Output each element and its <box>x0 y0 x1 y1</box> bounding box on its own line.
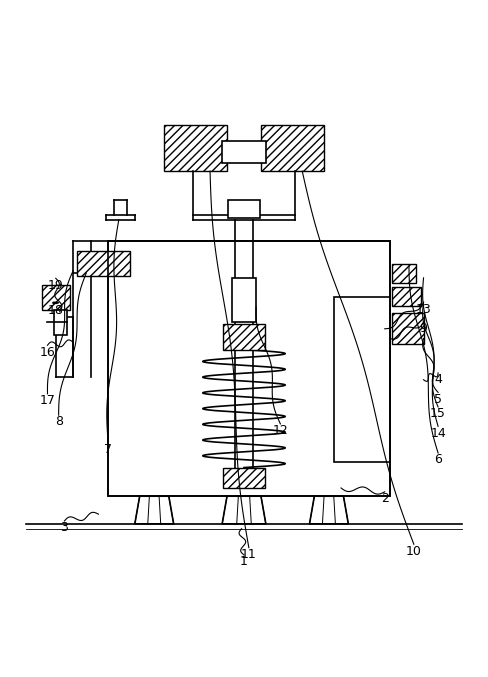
Bar <box>232 278 256 322</box>
Text: 18: 18 <box>48 304 63 317</box>
Text: 16: 16 <box>40 345 55 359</box>
Bar <box>261 125 324 171</box>
Bar <box>41 285 70 310</box>
Text: 19: 19 <box>48 279 63 292</box>
Text: 15: 15 <box>430 407 446 420</box>
Bar <box>223 324 265 349</box>
Text: 14: 14 <box>430 427 446 439</box>
Text: 4: 4 <box>434 373 442 387</box>
Text: 17: 17 <box>40 394 56 407</box>
Text: 11: 11 <box>241 548 257 561</box>
Text: 10: 10 <box>406 544 422 558</box>
Text: 5: 5 <box>434 393 442 406</box>
Text: 9: 9 <box>420 322 427 335</box>
Text: 12: 12 <box>272 424 288 437</box>
Bar <box>392 313 424 345</box>
Bar <box>77 251 130 276</box>
Bar <box>223 468 265 488</box>
Text: 6: 6 <box>434 454 442 466</box>
Text: 2: 2 <box>381 492 388 505</box>
Bar <box>334 297 389 462</box>
Bar <box>164 125 227 171</box>
Bar <box>392 287 421 305</box>
Bar <box>392 264 416 283</box>
Bar <box>108 242 389 496</box>
Bar <box>228 200 260 218</box>
Text: 1: 1 <box>240 555 248 568</box>
Text: 8: 8 <box>55 416 62 429</box>
Text: 13: 13 <box>416 303 431 316</box>
Text: 7: 7 <box>104 443 112 456</box>
Bar <box>108 242 389 496</box>
Bar <box>222 141 266 163</box>
Bar <box>54 310 67 334</box>
Text: 3: 3 <box>61 521 68 534</box>
